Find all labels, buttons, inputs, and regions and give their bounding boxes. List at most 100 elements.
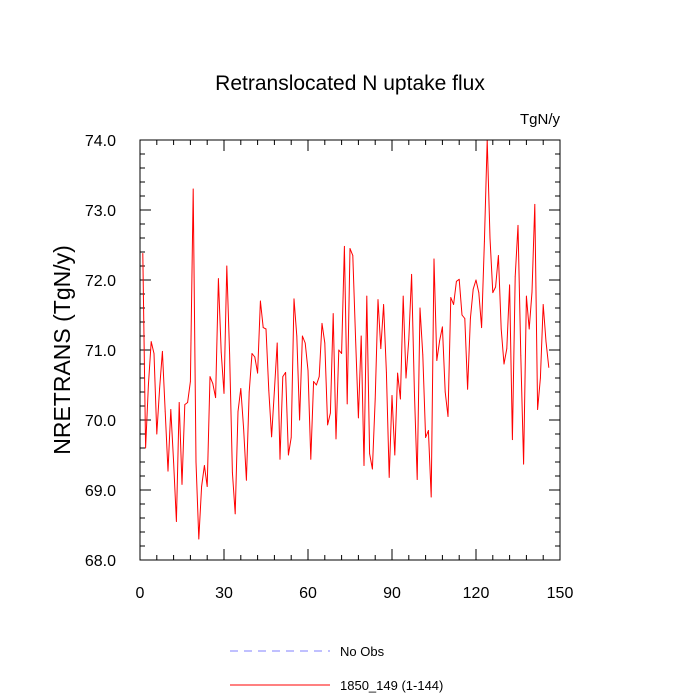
data-point (422, 354, 424, 356)
data-point (450, 297, 452, 298)
data-point (218, 278, 219, 279)
data-point (517, 225, 519, 226)
data-point (178, 402, 180, 403)
data-point (481, 327, 482, 328)
data-point (145, 447, 147, 449)
data-point (335, 438, 337, 440)
data-point (489, 237, 491, 239)
data-point (383, 304, 384, 305)
data-point (232, 472, 233, 473)
data-point (150, 341, 152, 342)
data-point (268, 390, 270, 391)
data-point (167, 470, 169, 472)
data-point (254, 356, 256, 358)
data-point (156, 433, 158, 435)
y-tick-label: 71.0 (85, 343, 116, 360)
data-point (173, 461, 175, 463)
data-point (346, 403, 348, 405)
data-point (369, 453, 370, 454)
data-point (520, 355, 522, 356)
data-point (498, 255, 499, 256)
x-tick-label: 150 (547, 585, 574, 602)
data-point (282, 376, 284, 377)
data-point (307, 369, 309, 371)
legend-label-series: 1850_149 (1-144) (340, 678, 443, 693)
data-point (503, 363, 505, 365)
data-point (472, 288, 474, 290)
data-point (285, 372, 286, 373)
data-point (352, 255, 354, 256)
x-tick-label: 30 (215, 585, 233, 602)
data-point (164, 411, 166, 412)
data-point (355, 339, 356, 340)
x-tick-label: 0 (136, 585, 145, 602)
data-point (461, 314, 463, 316)
data-point (316, 384, 317, 386)
chart-title: Retranslocated N uptake flux (215, 72, 485, 95)
data-point (206, 486, 208, 487)
data-point (374, 398, 376, 400)
data-point (274, 390, 275, 391)
data-point (153, 353, 155, 354)
data-point (419, 307, 421, 309)
data-point (442, 326, 443, 328)
data-point (478, 292, 480, 293)
data-point (330, 412, 331, 414)
minor-ticks (140, 140, 560, 560)
data-point (246, 479, 247, 481)
data-point (142, 253, 144, 254)
data-point (360, 335, 362, 337)
data-point (414, 391, 415, 393)
data-point (243, 428, 245, 429)
data-point (509, 284, 510, 286)
data-point (514, 276, 516, 277)
data-point (377, 299, 379, 300)
x-tick-label: 120 (463, 585, 490, 602)
data-point (209, 376, 211, 377)
data-point (257, 372, 258, 374)
y-axis-label: NRETRANS (TgN/y) (49, 245, 75, 455)
data-point (162, 351, 163, 352)
data-point (248, 391, 250, 393)
data-point (380, 348, 382, 349)
data-point (372, 468, 373, 470)
data-point (338, 349, 340, 351)
data-point (495, 286, 496, 288)
data-point (195, 461, 197, 463)
x-tick-label: 60 (299, 585, 317, 602)
series-group (142, 139, 550, 540)
data-point (220, 351, 222, 353)
data-point (181, 484, 183, 485)
data-point (237, 411, 239, 412)
x-tick-labels: 0 30 60 90 120 150 (136, 585, 574, 602)
data-point (542, 304, 544, 305)
data-point (304, 342, 306, 344)
data-point (408, 339, 410, 340)
data-point (500, 328, 502, 330)
data-point (293, 298, 295, 300)
data-point (318, 376, 320, 377)
x-tick-label: 90 (383, 585, 401, 602)
major-ticks (139, 139, 561, 561)
data-point (223, 393, 225, 394)
data-point (523, 463, 524, 465)
data-point (192, 188, 194, 190)
y-tick-label: 68.0 (85, 553, 116, 570)
data-point (198, 538, 200, 540)
data-point (302, 335, 303, 337)
legend: No Obs 1850_149 (1-144) (230, 644, 443, 693)
y-tick-label: 69.0 (85, 483, 116, 500)
y-tick-label: 74.0 (85, 133, 116, 150)
data-point (402, 295, 404, 297)
data-point (484, 241, 485, 242)
data-point (411, 274, 412, 275)
data-point (400, 398, 401, 400)
data-point (296, 335, 298, 337)
data-point (467, 388, 468, 390)
data-point (386, 372, 387, 373)
data-point (341, 353, 342, 354)
data-point (148, 384, 149, 386)
data-point (260, 300, 261, 302)
data-point (425, 437, 426, 438)
data-point (391, 395, 393, 396)
